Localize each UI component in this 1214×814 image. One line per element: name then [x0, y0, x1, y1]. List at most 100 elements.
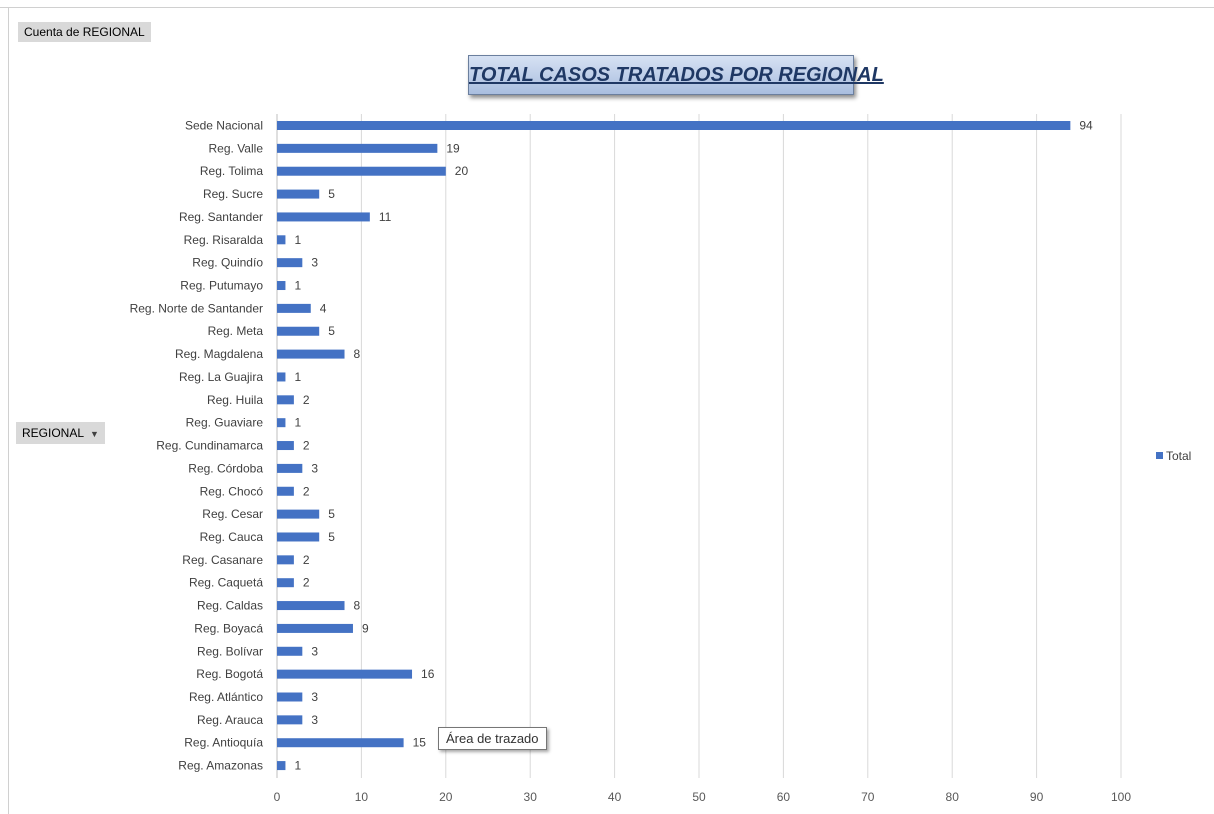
category-24-data-label: 16 [421, 667, 435, 681]
category-6-bar[interactable] [277, 258, 303, 268]
category-27-label: Reg. Antioquía [184, 736, 263, 750]
category-28-data-label: 1 [294, 759, 301, 773]
category-9-data-label: 5 [328, 324, 335, 338]
category-27-data-label: 15 [413, 736, 427, 750]
x-tick-label-100: 100 [1111, 790, 1131, 804]
category-23-bar[interactable] [277, 646, 303, 656]
category-28-bar[interactable] [277, 761, 286, 771]
category-4-data-label: 11 [379, 210, 392, 224]
x-tick-label-70: 70 [861, 790, 875, 804]
category-17-data-label: 5 [328, 507, 335, 521]
category-18-label: Reg. Cauca [200, 530, 264, 544]
category-12-data-label: 2 [303, 393, 310, 407]
legend-swatch-icon [1156, 452, 1163, 459]
category-18-data-label: 5 [328, 530, 335, 544]
value-field-button[interactable]: Cuenta de REGIONAL [18, 22, 151, 42]
chart-title-text: TOTAL CASOS TRATADOS POR REGIONAL [469, 64, 884, 86]
row-field-label: REGIONAL [22, 426, 85, 440]
category-11-data-label: 1 [294, 370, 301, 384]
category-15-label: Reg. Córdoba [188, 461, 263, 475]
plot-area-tooltip: Área de trazado [438, 727, 547, 750]
category-13-bar[interactable] [277, 418, 286, 428]
category-25-bar[interactable] [277, 692, 303, 702]
category-12-label: Reg. Huila [207, 393, 263, 407]
category-14-bar[interactable] [277, 441, 294, 451]
category-4-bar[interactable] [277, 212, 370, 222]
category-3-label: Reg. Sucre [203, 187, 263, 201]
chart-legend[interactable]: Total [1156, 449, 1191, 463]
x-tick-label-20: 20 [439, 790, 453, 804]
category-5-label: Reg. Risaralda [184, 233, 264, 247]
category-14-label: Reg. Cundinamarca [156, 439, 263, 453]
x-tick-label-40: 40 [608, 790, 622, 804]
category-22-label: Reg. Boyacá [194, 621, 263, 635]
category-8-label: Reg. Norte de Santander [130, 301, 263, 315]
x-tick-label-0: 0 [274, 790, 281, 804]
x-tick-label-10: 10 [355, 790, 369, 804]
category-22-bar[interactable] [277, 623, 353, 633]
category-14-data-label: 2 [303, 439, 310, 453]
category-7-bar[interactable] [277, 281, 286, 291]
category-11-label: Reg. La Guajira [179, 370, 263, 384]
category-3-data-label: 5 [328, 187, 335, 201]
category-5-bar[interactable] [277, 235, 286, 245]
category-27-bar[interactable] [277, 738, 404, 748]
category-19-data-label: 2 [303, 553, 310, 567]
category-23-data-label: 3 [311, 644, 318, 658]
category-9-bar[interactable] [277, 326, 320, 336]
sheet-top-border [0, 7, 1214, 8]
category-16-data-label: 2 [303, 484, 310, 498]
category-12-bar[interactable] [277, 395, 294, 405]
category-15-bar[interactable] [277, 463, 303, 473]
category-26-data-label: 3 [311, 713, 318, 727]
category-26-label: Reg. Arauca [197, 713, 263, 727]
category-16-bar[interactable] [277, 486, 294, 496]
row-field-button[interactable]: REGIONAL ▼ [16, 422, 105, 444]
category-0-data-label: 94 [1079, 119, 1093, 133]
category-28-label: Reg. Amazonas [178, 759, 263, 773]
category-21-data-label: 8 [354, 599, 361, 613]
category-1-bar[interactable] [277, 143, 438, 153]
category-11-bar[interactable] [277, 372, 286, 382]
category-8-bar[interactable] [277, 303, 311, 313]
category-4-label: Reg. Santander [179, 210, 263, 224]
category-24-label: Reg. Bogotá [196, 667, 263, 681]
category-8-data-label: 4 [320, 301, 327, 315]
category-13-label: Reg. Guaviare [186, 416, 264, 430]
category-6-label: Reg. Quindío [192, 256, 263, 270]
category-5-data-label: 1 [294, 233, 301, 247]
category-0-bar[interactable] [277, 121, 1071, 130]
category-20-bar[interactable] [277, 578, 294, 588]
category-18-bar[interactable] [277, 532, 320, 542]
category-26-bar[interactable] [277, 715, 303, 725]
category-17-label: Reg. Cesar [202, 507, 263, 521]
category-20-label: Reg. Caquetá [189, 576, 263, 590]
x-tick-label-50: 50 [692, 790, 706, 804]
value-field-label: Cuenta de REGIONAL [24, 25, 145, 39]
category-6-data-label: 3 [311, 256, 318, 270]
x-tick-label-90: 90 [1030, 790, 1044, 804]
category-22-data-label: 9 [362, 621, 369, 635]
category-10-bar[interactable] [277, 349, 345, 359]
category-21-bar[interactable] [277, 601, 345, 611]
category-9-label: Reg. Meta [208, 324, 264, 338]
category-17-bar[interactable] [277, 509, 320, 519]
category-21-label: Reg. Caldas [197, 599, 263, 613]
category-10-label: Reg. Magdalena [175, 347, 263, 361]
dropdown-arrow-icon[interactable]: ▼ [90, 429, 99, 439]
category-19-bar[interactable] [277, 555, 294, 565]
category-24-bar[interactable] [277, 669, 413, 679]
category-3-bar[interactable] [277, 189, 320, 199]
category-16-label: Reg. Chocó [200, 484, 264, 498]
category-2-bar[interactable] [277, 166, 446, 176]
category-23-label: Reg. Bolívar [197, 644, 263, 658]
category-0-label: Sede Nacional [185, 119, 263, 133]
category-13-data-label: 1 [294, 416, 301, 430]
tooltip-text: Área de trazado [446, 731, 539, 746]
category-25-data-label: 3 [311, 690, 318, 704]
category-25-label: Reg. Atlántico [189, 690, 263, 704]
category-1-data-label: 19 [446, 141, 460, 155]
category-20-data-label: 2 [303, 576, 310, 590]
chart-title[interactable]: TOTAL CASOS TRATADOS POR REGIONAL [468, 55, 884, 95]
